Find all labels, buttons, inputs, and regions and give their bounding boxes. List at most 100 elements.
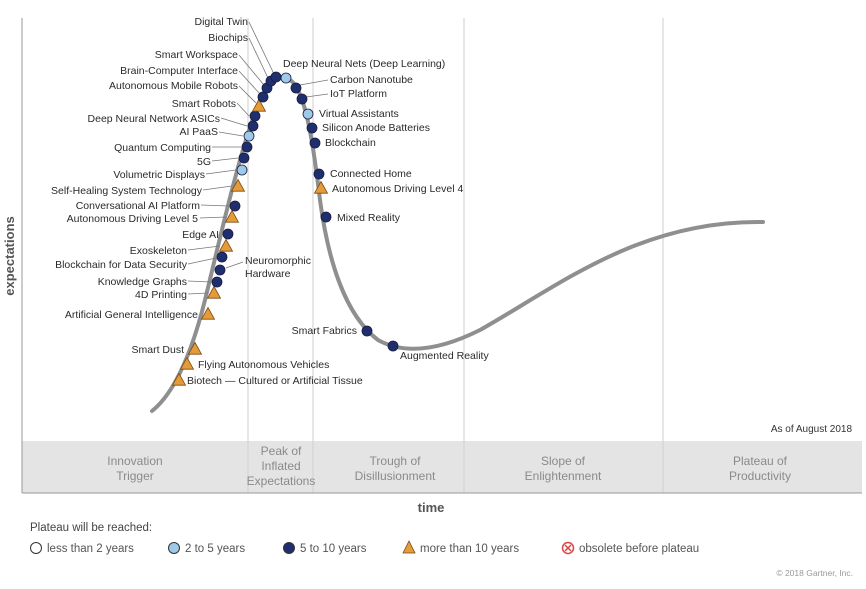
label-smart-fabrics: Smart Fabrics — [292, 325, 357, 337]
leader-autonomous-driving-level-5 — [199, 216, 227, 219]
copyright: © 2018 Gartner, Inc. — [776, 568, 853, 578]
leader-digital-twin — [248, 21, 275, 75]
marker-smart-robots — [249, 110, 261, 122]
marker-blockchain-for-data-security — [216, 251, 228, 263]
label-autonomous-mobile-robots: Autonomous Mobile Robots — [109, 80, 238, 92]
marker-edge-ai — [222, 228, 234, 240]
marker-5g — [238, 152, 250, 164]
label-smart-dust: Smart Dust — [131, 344, 184, 356]
phase-label-innovation-trigger: Innovation Trigger — [107, 454, 162, 483]
leader-autonomous-mobile-robots — [238, 85, 257, 104]
phase-label-plateau-of-productivity: Plateau of Productivity — [729, 454, 791, 483]
legend-marker-5to10 — [283, 542, 295, 554]
label-silicon-anode-batteries: Silicon Anode Batteries — [322, 122, 430, 134]
legend-label-5to10: 5 to 10 years — [300, 543, 367, 555]
legend-marker-gt10 — [402, 540, 416, 554]
leader-ai-paas — [218, 131, 244, 137]
marker-digital-twin — [270, 71, 282, 83]
phase-label-trough-of-disillusionment: Trough of Disillusionment — [355, 454, 436, 483]
label-conversational-ai-platform: Conversational AI Platform — [76, 200, 201, 212]
legend-title: Plateau will be reached: — [30, 522, 152, 534]
marker-virtual-assistants — [302, 108, 314, 120]
leader-5g — [211, 157, 239, 162]
marker-brain-computer-interface — [257, 91, 269, 103]
label-blockchain-for-data-security: Blockchain for Data Security — [55, 259, 188, 271]
leader-exoskeleton — [187, 245, 221, 251]
marker-ai-paas — [243, 130, 255, 142]
leader-iot-platform — [305, 93, 329, 98]
marker-mixed-reality — [320, 211, 332, 223]
leader-blockchain-for-data-security — [187, 257, 217, 265]
leader-self-healing-system-technology — [202, 185, 233, 191]
leader-neuromorphic-hardware — [225, 261, 244, 269]
label-augmented-reality: Augmented Reality — [400, 350, 489, 362]
label-carbon-nanotube: Carbon Nanotube — [330, 74, 413, 86]
legend: less than 2 years 2 to 5 years 5 to 10 yea… — [30, 540, 699, 555]
marker-silicon-anode-batteries — [306, 122, 318, 134]
label-brain-computer-interface: Brain-Computer Interface — [120, 65, 238, 77]
legend-item-gt10: more than 10 years — [402, 540, 519, 555]
marker-conversational-ai-platform — [229, 200, 241, 212]
marker-smart-dust — [187, 341, 203, 355]
marker-autonomous-driving-level-5 — [224, 209, 240, 223]
markers — [171, 71, 399, 386]
marker-autonomous-mobile-robots — [251, 98, 267, 112]
marker-iot-platform — [296, 93, 308, 105]
leader-4d-printing — [187, 292, 209, 295]
leader-conversational-ai-platform — [200, 204, 230, 207]
as-of-date: As of August 2018 — [771, 424, 853, 435]
legend-item-5to10: 5 to 10 years — [283, 542, 367, 555]
leader-biochips — [248, 37, 269, 79]
phase-labels: Innovation Trigger Peak of Inflated Expectat… — [107, 444, 791, 488]
phase-label-peak-of-inflated-expectations: Peak of Inflated Expectations — [247, 444, 316, 488]
marker-deep-neural-network-asics — [247, 120, 259, 132]
phase-dividers — [247, 18, 664, 493]
y-axis-label: expectations — [2, 216, 17, 295]
legend-label-gt10: more than 10 years — [420, 543, 519, 555]
label-ai-paas: AI PaaS — [179, 126, 218, 138]
leader-smart-robots — [236, 102, 250, 117]
marker-artificial-general-intelligence — [200, 306, 216, 320]
legend-label-lt2: less than 2 years — [47, 543, 134, 555]
label-virtual-assistants: Virtual Assistants — [319, 108, 399, 120]
label-biotech-cultured-or-artificial-tissue: Biotech — Cultured or Artificial Tissue — [187, 375, 363, 387]
marker-neuromorphic-hardware — [214, 264, 226, 276]
label-deep-neural-network-asics: Deep Neural Network ASICs — [88, 113, 220, 125]
label-neuromorphic-hardware: Neuromorphic Hardware — [245, 255, 311, 280]
marker-carbon-nanotube — [290, 82, 302, 94]
label-deep-neural-nets-deep-learning: Deep Neural Nets (Deep Learning) — [283, 58, 445, 70]
label-autonomous-driving-level-5: Autonomous Driving Level 5 — [67, 213, 198, 225]
marker-4d-printing — [206, 285, 222, 299]
label-connected-home: Connected Home — [330, 168, 412, 180]
hype-curve — [150, 76, 765, 413]
marker-self-healing-system-technology — [230, 178, 246, 192]
phase-label-slope-of-enlightenment: Slope of Enlightenment — [525, 454, 602, 483]
label-exoskeleton: Exoskeleton — [130, 245, 187, 257]
label-biochips: Biochips — [208, 32, 248, 44]
label-volumetric-displays: Volumetric Displays — [113, 169, 205, 181]
label-self-healing-system-technology: Self-Healing System Technology — [51, 185, 203, 197]
leader-knowledge-graphs — [187, 280, 212, 283]
leader-lines — [187, 21, 329, 295]
leader-deep-neural-network-asics — [220, 117, 248, 127]
legend-item-obsolete: obsolete before plateau — [561, 541, 699, 555]
legend-item-lt2: less than 2 years — [30, 542, 134, 555]
marker-augmented-reality — [387, 340, 399, 352]
marker-flying-autonomous-vehicles — [179, 356, 195, 370]
label-4d-printing: 4D Printing — [135, 289, 187, 301]
marker-volumetric-displays — [236, 164, 248, 176]
legend-label-obsolete: obsolete before plateau — [579, 543, 699, 555]
marker-autonomous-driving-level-4 — [313, 180, 329, 194]
marker-exoskeleton — [218, 238, 234, 252]
label-quantum-computing: Quantum Computing — [114, 142, 211, 154]
marker-deep-neural-nets-deep-learning — [280, 72, 292, 84]
label-iot-platform: IoT Platform — [330, 88, 387, 100]
label-edge-ai: Edge AI — [182, 229, 219, 241]
legend-item-2to5: 2 to 5 years — [168, 542, 245, 555]
legend-marker-lt2 — [30, 542, 42, 554]
leader-volumetric-displays — [205, 169, 237, 175]
marker-biotech-cultured-or-artificial-tissue — [171, 372, 187, 386]
label-blockchain: Blockchain — [325, 137, 376, 149]
x-axis-label: time — [418, 500, 445, 515]
